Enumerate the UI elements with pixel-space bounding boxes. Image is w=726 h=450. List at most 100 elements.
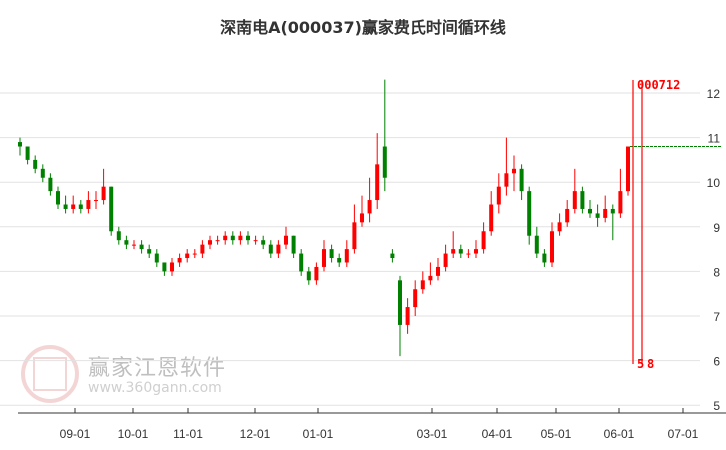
candle-body [474,249,478,254]
candle-body [603,208,608,218]
candle-body [56,191,60,205]
candle-body [314,266,319,281]
candle-body [405,307,410,325]
candle-body [18,142,22,147]
candle-body [580,191,585,209]
candle-body [291,235,296,254]
candle-body [162,262,167,272]
candle-body [367,200,372,214]
candle-body [436,266,440,276]
x-tick-label: 10-01 [118,427,149,441]
candle-body [25,146,30,160]
candle-body [375,164,380,201]
candle-body [420,280,425,290]
y-tick-label: 5 [713,399,720,413]
candle-body [519,168,524,192]
candle-body [208,240,212,245]
candle-body [215,240,220,242]
candle-body [557,222,562,232]
y-tick-label: 10 [707,176,721,190]
candle-body [398,280,402,325]
y-tick-label: 8 [713,265,720,279]
candle-body [147,249,152,254]
cycle-bottom-label: 5 [637,357,644,371]
x-tick-label: 09-01 [60,427,91,441]
candle-body [534,235,539,254]
candle-body [86,200,91,209]
candle-body [451,249,456,254]
x-tick-label: 07-01 [668,427,699,441]
y-tick-label: 12 [707,87,721,101]
candle-body [200,244,205,254]
candle-body [71,204,76,209]
candle-body [572,191,577,209]
candle-body [284,235,288,245]
candle-body [489,204,494,232]
y-tick-label: 7 [713,310,720,324]
candle-body [360,213,364,223]
candle-body [382,146,387,178]
candle-body [527,191,532,236]
x-tick-label: 12-01 [240,427,271,441]
candle-body [512,168,516,174]
y-tick-label: 9 [713,221,720,235]
x-tick-label: 04-01 [482,427,513,441]
candle-body [443,253,448,267]
candle-body [33,159,38,169]
candle-body [246,235,250,241]
candle-body [618,191,623,214]
candle-body [337,258,342,263]
candle-body [306,271,311,281]
candle-body [458,249,463,254]
candle-body [322,249,326,267]
candle-body [595,213,600,218]
candle-body [481,231,486,250]
candle-body [352,222,357,250]
candle-body [496,186,501,205]
candle-body [192,253,197,255]
candle-body [109,186,114,232]
candle-body [177,258,182,263]
candle-body [132,244,136,246]
candle-body [344,249,349,263]
candle-body [154,253,159,263]
candle-body [610,208,615,214]
candle-body [390,253,395,259]
x-tick-label: 05-01 [541,427,572,441]
candle-body [139,244,144,250]
candle-body [413,289,418,308]
candle-body [238,235,243,241]
candle-body [63,204,68,209]
candle-body [428,275,433,281]
candle-body [588,208,592,214]
candle-body [78,204,83,209]
candle-body [466,253,471,255]
candle-body [565,208,570,223]
y-tick-label: 11 [708,132,721,146]
candle-body [253,240,258,242]
candle-body [268,244,273,254]
x-tick-label: 06-01 [604,427,635,441]
watermark-seal [20,344,80,408]
candle-body [170,262,174,272]
candle-body [230,235,235,241]
cycle-top-label: 000712 [637,78,680,92]
candle-body [542,253,547,263]
candle-body [261,240,266,245]
x-tick-label: 03-01 [417,427,448,441]
watermark-url: www.360gann.com [88,380,222,396]
y-tick-label: 6 [713,355,720,369]
chart-title: 深南电A(000037)赢家费氏时间循环线 [220,18,506,37]
candle-body [276,244,281,254]
candle-body [94,200,98,202]
candle-body [40,168,45,178]
candle-body [626,146,630,192]
candle-body [124,240,129,245]
candle-body [116,231,121,241]
candle-body [504,173,509,187]
candle-body [299,253,304,272]
x-tick-label: 11-01 [173,427,203,441]
candle-body [550,231,554,263]
